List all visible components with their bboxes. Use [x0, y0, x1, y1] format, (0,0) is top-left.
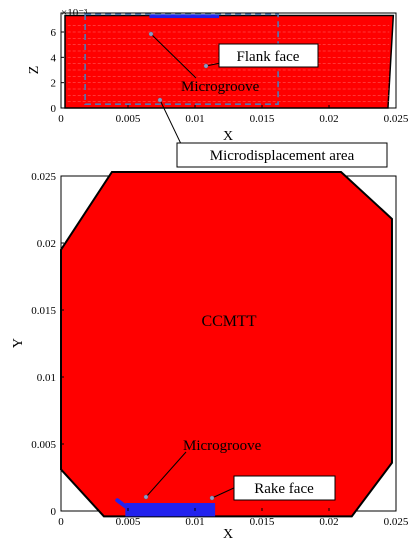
svg-text:Microgroove: Microgroove — [183, 438, 262, 454]
bottom-y-tick-label: 0.01 — [37, 372, 56, 384]
microgroove-top-region — [149, 14, 220, 19]
top-x-tick-label: 0.015 — [250, 113, 275, 125]
rake-face-region — [60, 170, 393, 518]
top-x-tick-label: 0.005 — [116, 113, 141, 125]
bottom-x-tick-label: 0.005 — [116, 516, 141, 528]
bottom-y-tick-label: 0.02 — [37, 238, 56, 250]
ccmtt-label: CCMTT — [201, 313, 256, 330]
microgroove-bottom-region — [125, 502, 216, 517]
microgroove-bottom-callout: Microgroove — [143, 438, 262, 500]
top-x-tick-label: 0.02 — [319, 113, 338, 125]
top-y-tick-label: 6 — [51, 27, 57, 39]
bottom-x-axis-label: X — [223, 527, 233, 542]
bottom-x-tick-label: 0.015 — [250, 516, 275, 528]
microgroove-bottom-edge — [115, 498, 130, 511]
svg-text:Rake face: Rake face — [254, 481, 314, 497]
microgroove-top-callout: Microgroove — [148, 31, 260, 95]
bottom-x-tick-label: 0.01 — [185, 516, 204, 528]
svg-text:Flank face: Flank face — [237, 49, 300, 65]
top-x-tick-label: 0 — [58, 113, 64, 125]
svg-text:Microdisplacement area: Microdisplacement area — [210, 148, 355, 164]
top-y-axis-label: Z — [27, 66, 42, 75]
bottom-y-axis-label: Y — [11, 338, 26, 348]
bottom-y-tick-label: 0 — [51, 506, 57, 518]
bottom-y-tick-label: 0.015 — [31, 305, 56, 317]
rake-face-panel: 0 0.005 0.01 0.015 0.02 0.025 0 0.005 0.01 0.015 0… — [11, 170, 409, 542]
top-x-tick-label: 0.025 — [384, 113, 409, 125]
svg-text:Microgroove: Microgroove — [181, 79, 260, 95]
bottom-x-tick-label: 0.025 — [384, 516, 409, 528]
bottom-y-tick-label: 0.005 — [31, 439, 56, 451]
flank-face-panel: ×10⁻³ 0 0.005 0.01 0.015 0.02 0.025 0 2 4 6 X Z — [27, 7, 409, 144]
top-x-axis-label: X — [223, 129, 233, 144]
top-x-tick-label: 0.01 — [185, 113, 204, 125]
top-y-tick-label: 2 — [51, 78, 57, 90]
rake-face-callout: Rake face — [209, 475, 336, 501]
bottom-x-tick-label: 0 — [58, 516, 64, 528]
flank-face-callout: Flank face — [203, 43, 319, 69]
top-y-multiplier: ×10⁻³ — [61, 7, 88, 19]
top-y-tick-label: 0 — [51, 103, 57, 115]
microdisplacement-area-box — [84, 13, 279, 106]
bottom-x-tick-label: 0.02 — [319, 516, 338, 528]
top-y-tick-label: 4 — [51, 52, 57, 64]
microdisplacement-area-callout: Microdisplacement area — [157, 97, 388, 168]
bottom-y-tick-label: 0.025 — [31, 171, 56, 183]
